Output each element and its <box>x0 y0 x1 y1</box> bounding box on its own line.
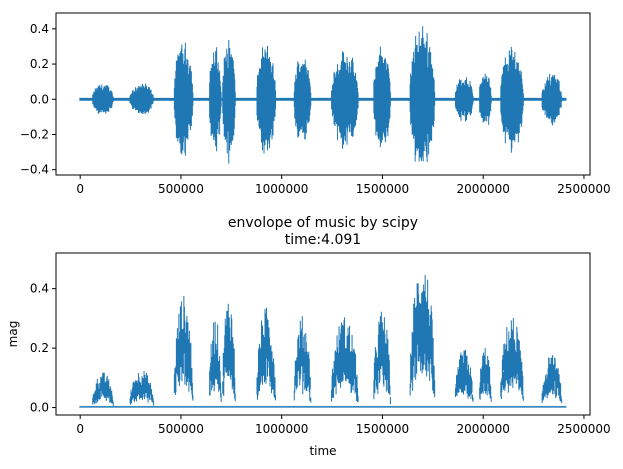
burst-segment <box>331 317 359 403</box>
burst-segment <box>331 51 359 149</box>
x-tick-label: 1000000 <box>255 182 308 196</box>
envelope-series <box>79 274 567 408</box>
envelope-plot-title: envolope of music by scipy <box>228 215 418 231</box>
burst-segment <box>293 316 312 403</box>
burst-segment <box>209 47 222 152</box>
burst-segment <box>500 47 524 153</box>
x-tick-label: 0 <box>76 422 84 436</box>
burst-segment <box>454 77 474 122</box>
x-tick-label: 2500000 <box>557 422 610 436</box>
y-tick-label: 0.2 <box>30 341 49 355</box>
x-tick-label: 1500000 <box>356 182 409 196</box>
burst-segment <box>256 307 276 401</box>
y-tick-label: 0.4 <box>30 282 49 296</box>
waveform-y-axis: −0.4 −0.2 0.0 0.2 0.4 <box>20 22 56 177</box>
x-tick-label: 2000000 <box>456 182 509 196</box>
burst-segment <box>256 46 276 154</box>
y-tick-label: −0.2 <box>20 128 49 142</box>
envelope-y-axis: 0.0 0.2 0.4 <box>30 282 56 415</box>
y-tick-label: 0.0 <box>30 401 49 415</box>
waveform-plot: 0 500000 1000000 1500000 2000000 2500000 −0.4… <box>20 12 611 196</box>
x-tick-label: 500000 <box>158 422 204 436</box>
burst-segment <box>129 370 155 406</box>
y-tick-label: 0.2 <box>30 57 49 71</box>
envelope-plot-subtitle: time:4.091 <box>285 232 361 248</box>
burst-segment <box>541 354 563 404</box>
waveform-x-axis: 0 500000 1000000 1500000 2000000 2500000 <box>76 175 611 196</box>
envelope-plot-frame <box>55 252 591 416</box>
burst-segment <box>373 46 391 148</box>
burst-segment <box>173 42 194 156</box>
x-tick-label: 0 <box>76 182 84 196</box>
burst-segment <box>541 73 563 126</box>
x-tick-label: 1000000 <box>255 422 308 436</box>
envelope-x-axis: 0 500000 1000000 1500000 2000000 2500000 <box>76 415 611 436</box>
y-tick-label: −0.4 <box>20 163 49 177</box>
burst-segment <box>409 274 436 398</box>
burst-segment <box>222 303 236 402</box>
burst-segment <box>293 59 312 140</box>
waveform-plot-frame <box>55 12 591 176</box>
burst-segment <box>373 311 391 405</box>
burst-segment <box>129 83 155 114</box>
burst-segment <box>92 372 114 407</box>
burst-segment <box>209 321 222 402</box>
envelope-y-axis-label: mag <box>6 321 20 348</box>
x-tick-label: 2500000 <box>557 182 610 196</box>
burst-segment <box>479 73 492 125</box>
x-tick-label: 500000 <box>158 182 204 196</box>
envelope-plot: envolope of music by scipy time:4.091 0 5… <box>6 215 611 458</box>
burst-segment <box>222 39 236 164</box>
burst-segment <box>500 317 524 401</box>
y-tick-label: 0.4 <box>30 22 49 36</box>
burst-segment <box>479 348 492 402</box>
x-tick-label: 2000000 <box>456 422 509 436</box>
burst-segment <box>173 296 194 401</box>
envelope-x-axis-label: time <box>309 444 336 458</box>
y-tick-label: 0.0 <box>30 92 49 106</box>
burst-segment <box>454 349 474 402</box>
x-tick-label: 1500000 <box>356 422 409 436</box>
baseline-line <box>79 406 567 408</box>
waveform-series <box>79 26 567 164</box>
burst-segment <box>92 84 114 114</box>
burst-segment <box>409 26 436 162</box>
